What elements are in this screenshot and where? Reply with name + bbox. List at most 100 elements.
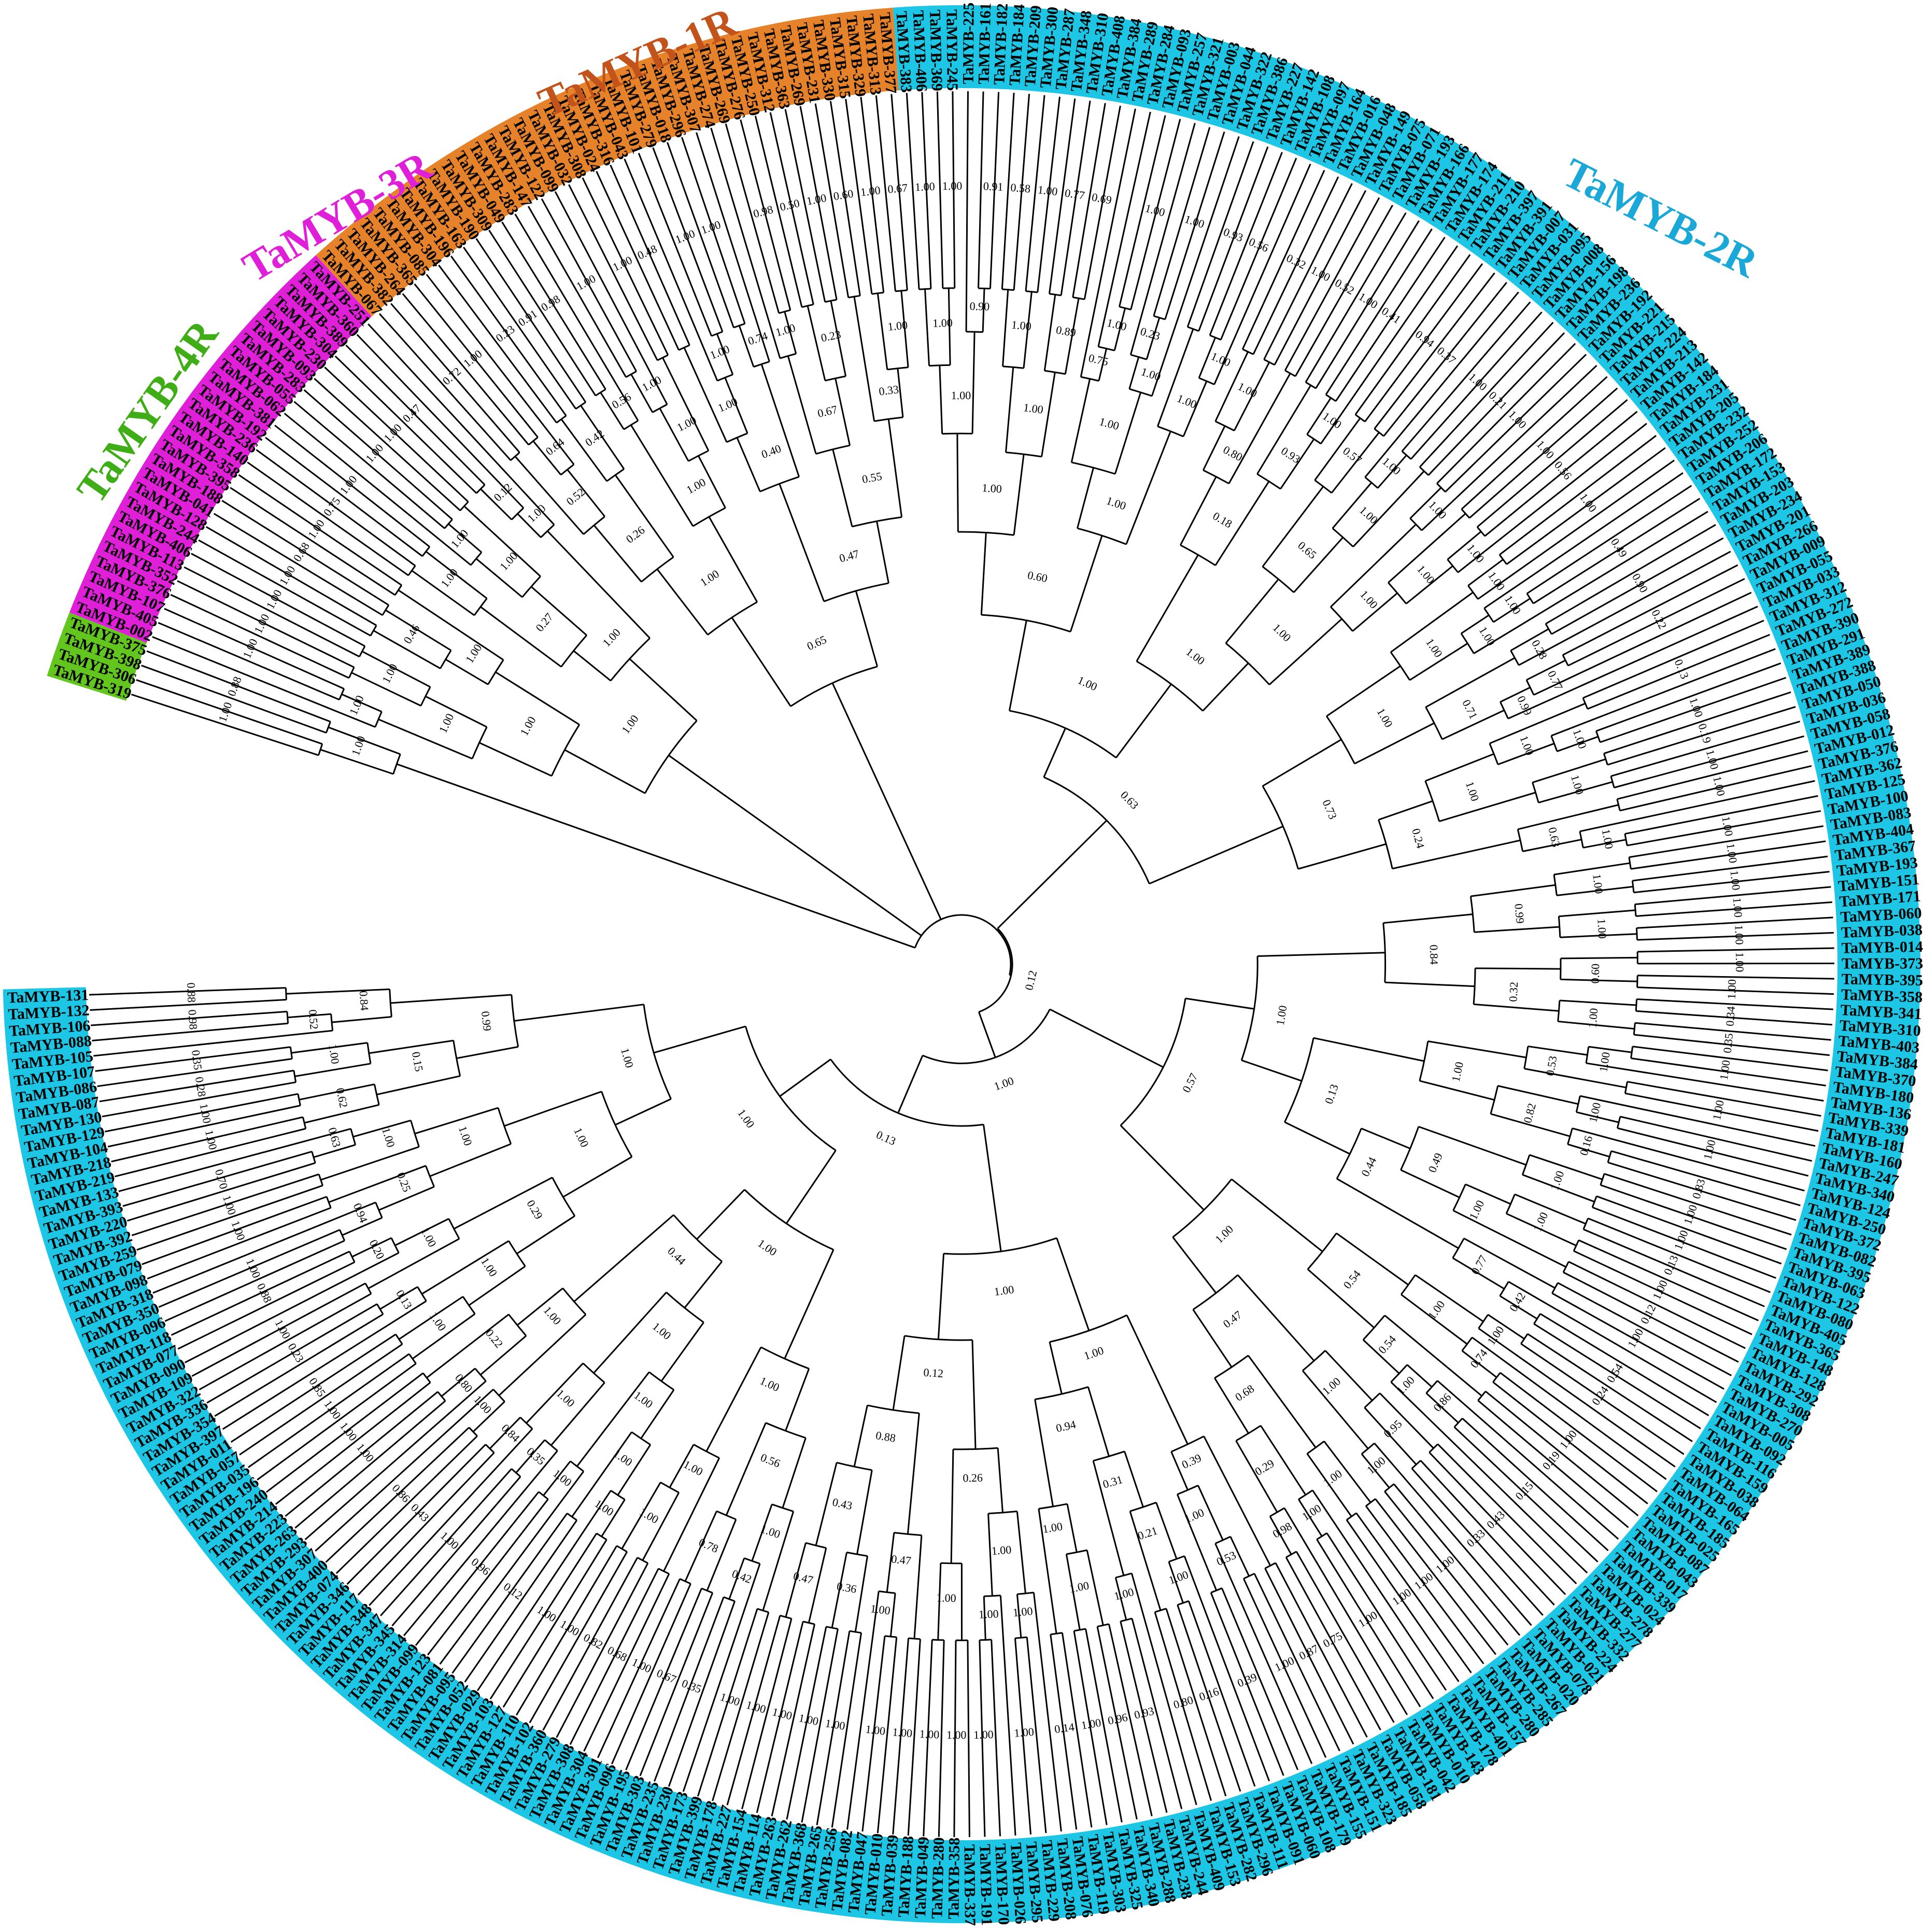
branch-radial — [1474, 926, 1560, 933]
branch-radial — [1049, 1008, 1164, 1068]
branch-radial — [921, 92, 932, 289]
branch-radial — [1268, 618, 1342, 685]
branch-arc — [693, 1444, 720, 1459]
support-value: 1.00 — [1681, 1203, 1700, 1226]
branch-radial — [1477, 1400, 1629, 1528]
branch-arc — [552, 1177, 576, 1217]
branch-radial — [1439, 792, 1536, 822]
branch-radial — [835, 378, 851, 446]
support-value: 1.00 — [1710, 1099, 1727, 1121]
support-value: 1.00 — [1687, 696, 1705, 719]
branch-arc — [326, 1196, 332, 1208]
branch-radial — [1146, 317, 1161, 360]
branch-radial — [1489, 702, 1586, 744]
support-value: 1.00 — [1463, 780, 1482, 802]
leaf-label: TaMYB-161 — [975, 3, 994, 84]
branch-radial — [593, 1291, 667, 1374]
support-value: 1.00 — [471, 1393, 494, 1416]
branch-radial — [736, 437, 761, 492]
branch-radial — [213, 513, 383, 616]
branch-radial — [412, 1313, 476, 1360]
support-value: 1.00 — [699, 218, 723, 236]
support-value: 0.52 — [564, 485, 588, 508]
branch-arc — [1526, 593, 1534, 604]
branch-radial — [1384, 981, 1475, 988]
branch-radial — [426, 274, 575, 465]
branch-radial — [324, 366, 469, 503]
branch-radial — [1280, 439, 1315, 489]
branch-radial — [1472, 1336, 1667, 1480]
support-value: 1.00 — [1423, 636, 1445, 660]
branch-arc — [1215, 1535, 1231, 1544]
branch-radial — [1374, 1443, 1532, 1626]
support-value: 1.00 — [1272, 1654, 1296, 1674]
branch-radial — [1023, 291, 1033, 369]
support-value: 0.35 — [189, 1049, 205, 1070]
branch-radial — [385, 609, 451, 651]
branch-arc — [290, 1047, 293, 1059]
branch-radial — [1567, 1144, 1610, 1158]
branch-radial — [571, 1431, 632, 1517]
branch-arc — [1115, 1572, 1132, 1578]
branch-arc — [1073, 1628, 1086, 1632]
branch-radial — [1001, 92, 1015, 290]
branch-radial — [1114, 392, 1142, 474]
branch-radial — [502, 1539, 607, 1708]
branch-radial — [142, 1196, 327, 1265]
bootstrap-support-values: 1.00 0.88 1.00 1.00 1.00 1.00 1.00 1.00 1.00 1.00… — [185, 179, 1746, 1742]
branch-arc — [658, 1568, 670, 1575]
branch-arc — [326, 721, 331, 734]
support-value: 0.41 — [1379, 304, 1403, 326]
branch-arc — [1098, 346, 1115, 351]
branch-radial — [1043, 294, 1056, 371]
branch-radial — [887, 419, 903, 517]
leaf-labels: TaMYB-319TaMYB-306TaMYB-398TaMYB-375TaMY… — [7, 3, 1923, 1926]
branch-radial — [464, 1519, 578, 1683]
branch-radial — [380, 1468, 513, 1616]
branch-arc — [1384, 1483, 1395, 1492]
support-value: 1.00 — [673, 227, 697, 246]
branch-radial — [463, 247, 577, 410]
support-value: 1.00 — [220, 1193, 239, 1216]
support-value: 1.00 — [755, 1236, 779, 1258]
branch-radial — [390, 994, 512, 1004]
branch-radial — [982, 288, 985, 332]
branch-radial — [1607, 706, 1796, 766]
branch-arc — [780, 352, 797, 359]
branch-radial — [1409, 642, 1468, 681]
support-value: 1.00 — [870, 1602, 891, 1617]
support-value: 1.00 — [675, 414, 699, 434]
support-value: 0.23 — [286, 1341, 307, 1365]
branch-radial — [1177, 1494, 1218, 1591]
branch-radial — [1323, 1441, 1371, 1503]
branch-radial — [1514, 1193, 1586, 1225]
branch-radial — [1325, 228, 1433, 396]
branch-radial — [1242, 1578, 1327, 1758]
branch-radial — [1607, 1162, 1797, 1221]
branch-radial — [426, 1314, 510, 1379]
support-value: 1.00 — [1464, 542, 1487, 566]
branch-radial — [427, 1499, 549, 1656]
branch-radial — [504, 1091, 602, 1127]
branch-arc — [562, 1288, 587, 1315]
branch-radial — [1237, 1274, 1315, 1362]
branch-radial — [567, 469, 605, 517]
support-value: 1.00 — [973, 1728, 994, 1741]
branch-radial — [247, 461, 409, 576]
branch-radial — [1129, 122, 1196, 355]
branch-arc — [339, 1229, 346, 1241]
branch-arc — [311, 1151, 316, 1163]
branch-radial — [1108, 1624, 1153, 1816]
support-value: 0.88 — [225, 674, 244, 698]
branch-radial — [684, 1511, 717, 1582]
branch-radial — [1533, 498, 1701, 604]
branch-radial — [1202, 662, 1249, 712]
branch-radial — [924, 289, 930, 366]
branch-radial — [1526, 485, 1692, 595]
branch-radial — [147, 1207, 331, 1280]
branch-arc — [1364, 1392, 1381, 1408]
branch-arc — [723, 1596, 736, 1602]
branch-arc — [582, 1362, 605, 1384]
branch-radial — [1364, 1407, 1417, 1465]
